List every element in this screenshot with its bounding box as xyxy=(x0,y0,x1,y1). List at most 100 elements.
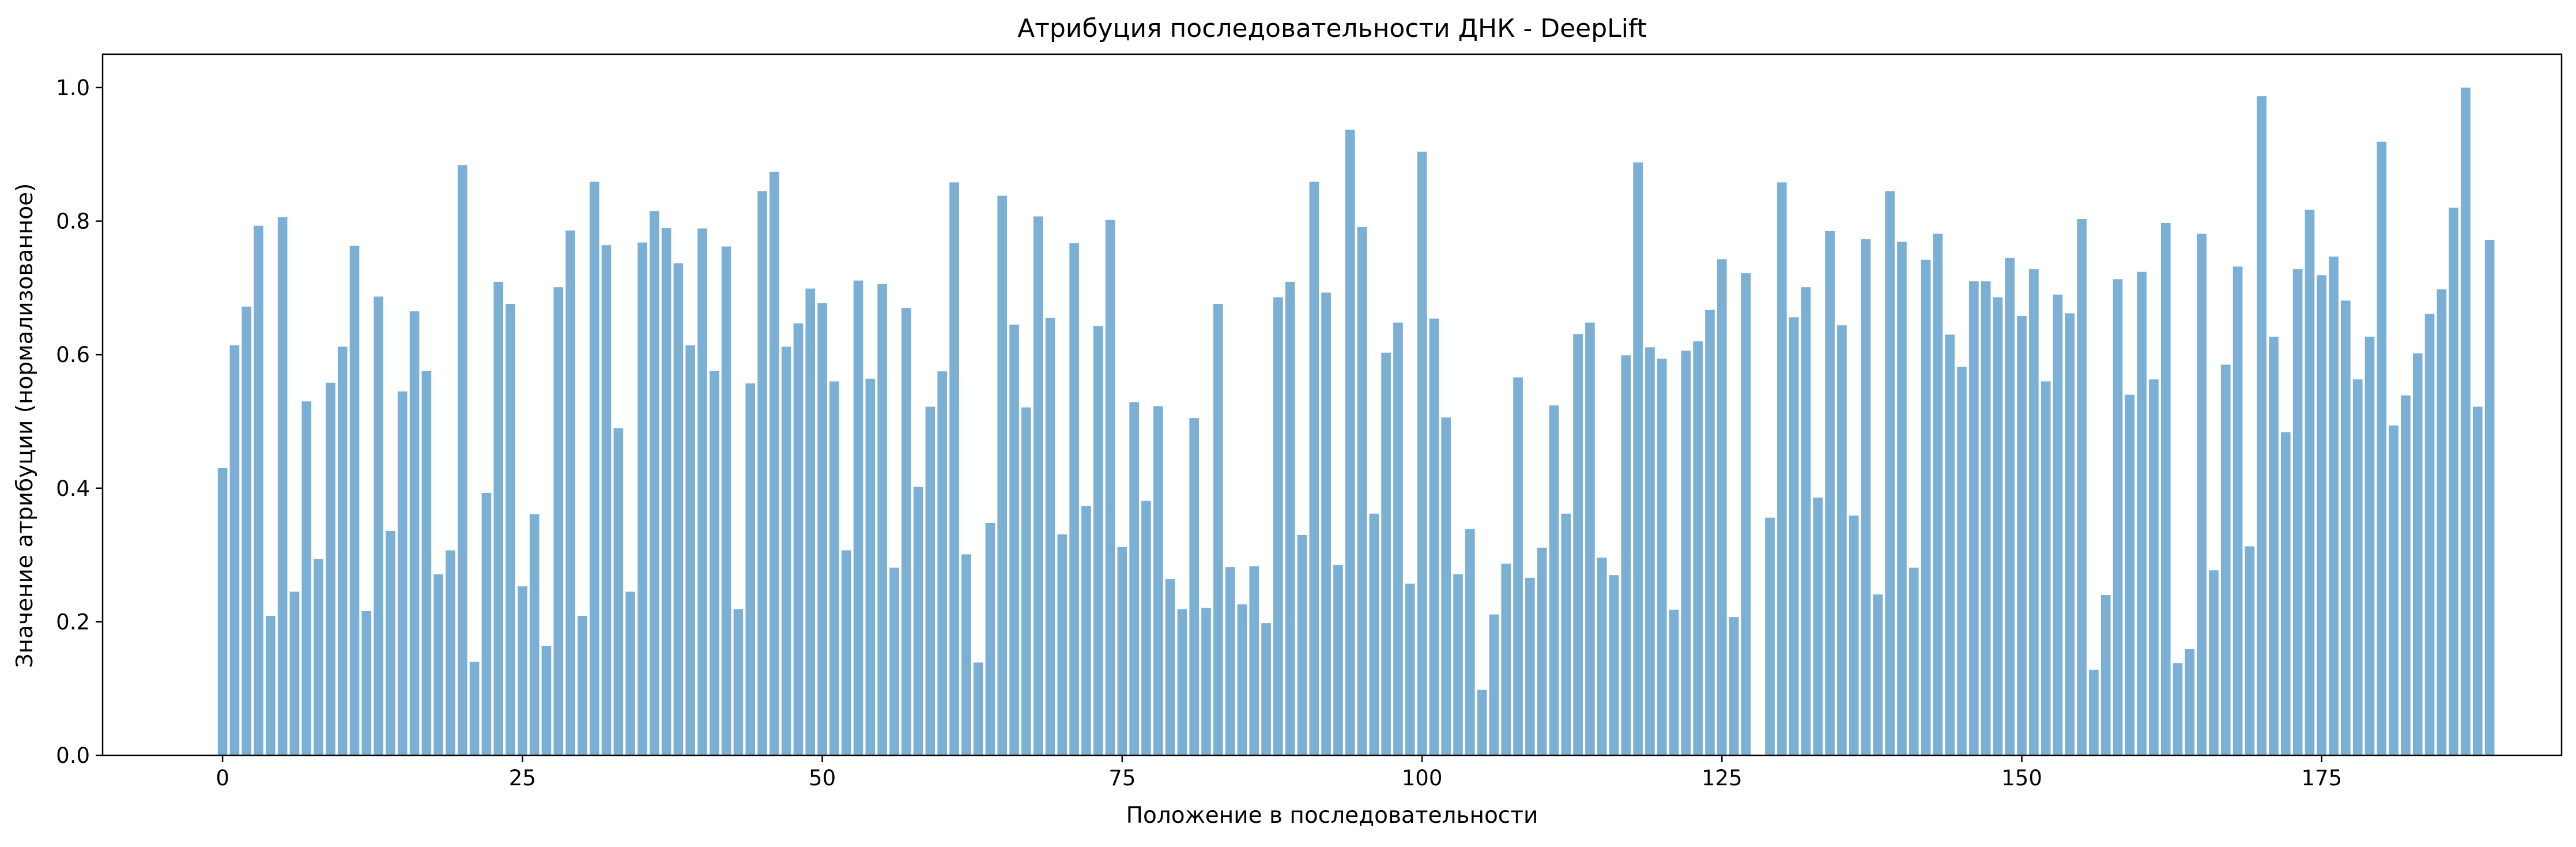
x-tick-label: 100 xyxy=(1402,766,1443,790)
y-tick-label: 0.8 xyxy=(56,209,90,234)
bar-138 xyxy=(1873,594,1883,755)
bar-68 xyxy=(1033,216,1043,755)
bar-4 xyxy=(266,615,276,755)
bar-113 xyxy=(1573,334,1583,755)
bar-20 xyxy=(457,165,467,755)
bar-76 xyxy=(1129,402,1139,755)
bar-23 xyxy=(493,281,504,755)
bar-181 xyxy=(2389,425,2398,755)
x-axis-label: Положение в последовательности xyxy=(1126,803,1538,829)
bar-39 xyxy=(685,345,695,755)
bar-115 xyxy=(1597,558,1607,755)
bar-112 xyxy=(1561,513,1571,755)
y-axis-label: Значение атрибуции (нормализованное) xyxy=(12,183,38,668)
bar-109 xyxy=(1525,577,1535,755)
bar-158 xyxy=(2113,279,2123,755)
bar-135 xyxy=(1837,325,1847,755)
y-tick-label: 0.0 xyxy=(56,743,90,768)
bar-167 xyxy=(2221,364,2231,755)
bar-65 xyxy=(997,195,1008,755)
bars-group xyxy=(217,87,2495,756)
bar-155 xyxy=(2077,219,2087,755)
bar-25 xyxy=(518,586,527,755)
bar-147 xyxy=(1981,281,1991,755)
bar-124 xyxy=(1705,310,1715,755)
bar-185 xyxy=(2437,289,2447,755)
bar-165 xyxy=(2197,234,2207,755)
bar-58 xyxy=(913,487,923,755)
bar-102 xyxy=(1441,417,1451,755)
bar-50 xyxy=(817,303,827,755)
bar-108 xyxy=(1513,377,1523,755)
bar-123 xyxy=(1693,341,1703,755)
x-tick-label: 50 xyxy=(809,766,836,790)
bar-57 xyxy=(901,308,911,755)
bar-41 xyxy=(709,370,719,755)
bar-183 xyxy=(2412,353,2423,755)
bar-35 xyxy=(638,242,647,756)
bar-70 xyxy=(1057,534,1068,755)
bar-93 xyxy=(1333,564,1343,755)
bar-101 xyxy=(1429,318,1439,755)
bar-81 xyxy=(1189,418,1200,755)
bar-169 xyxy=(2245,546,2255,755)
y-tick-label: 1.0 xyxy=(56,76,90,100)
bar-137 xyxy=(1861,239,1871,755)
bar-145 xyxy=(1957,366,1967,755)
bar-162 xyxy=(2160,223,2171,755)
bar-64 xyxy=(985,522,995,755)
bar-189 xyxy=(2484,239,2495,755)
bar-187 xyxy=(2461,87,2471,755)
bar-163 xyxy=(2173,663,2183,755)
bar-10 xyxy=(337,347,348,755)
bar-127 xyxy=(1741,273,1751,755)
bar-186 xyxy=(2449,208,2459,755)
bar-150 xyxy=(2017,315,2027,755)
bar-166 xyxy=(2209,570,2219,755)
bar-74 xyxy=(1105,220,1115,756)
bar-13 xyxy=(374,296,383,755)
bar-180 xyxy=(2377,141,2387,756)
bar-9 xyxy=(326,382,335,755)
x-tick-label: 0 xyxy=(216,766,229,790)
bar-15 xyxy=(397,391,408,755)
bar-48 xyxy=(793,323,804,755)
bar-26 xyxy=(529,514,540,755)
bar-136 xyxy=(1849,515,1859,755)
bar-11 xyxy=(349,246,360,755)
bar-79 xyxy=(1165,579,1175,755)
bar-47 xyxy=(781,347,791,755)
x-tick-label: 25 xyxy=(509,766,536,790)
bar-89 xyxy=(1285,281,1295,755)
bar-53 xyxy=(853,280,863,756)
bar-188 xyxy=(2473,406,2483,755)
bar-37 xyxy=(661,228,672,756)
bar-21 xyxy=(469,661,480,755)
bar-18 xyxy=(433,574,443,755)
bar-100 xyxy=(1417,152,1427,756)
bar-151 xyxy=(2029,269,2039,755)
bar-43 xyxy=(733,609,744,755)
bar-27 xyxy=(541,646,552,755)
bar-118 xyxy=(1633,162,1643,755)
bar-40 xyxy=(697,228,707,755)
bar-152 xyxy=(2041,381,2051,755)
bar-42 xyxy=(721,246,731,755)
bar-69 xyxy=(1045,318,1055,755)
bar-19 xyxy=(446,550,455,755)
x-tick-label: 125 xyxy=(1702,766,1743,790)
bar-36 xyxy=(649,211,659,755)
bar-161 xyxy=(2149,379,2159,755)
bar-34 xyxy=(625,592,635,755)
bar-51 xyxy=(829,381,839,755)
bar-5 xyxy=(277,217,288,756)
bar-97 xyxy=(1381,352,1391,755)
bar-114 xyxy=(1585,322,1595,755)
bar-157 xyxy=(2100,595,2111,755)
bar-38 xyxy=(673,263,684,756)
bar-71 xyxy=(1069,243,1079,755)
bar-82 xyxy=(1201,608,1211,755)
x-tick-label: 75 xyxy=(1108,766,1136,790)
bar-107 xyxy=(1501,563,1511,755)
